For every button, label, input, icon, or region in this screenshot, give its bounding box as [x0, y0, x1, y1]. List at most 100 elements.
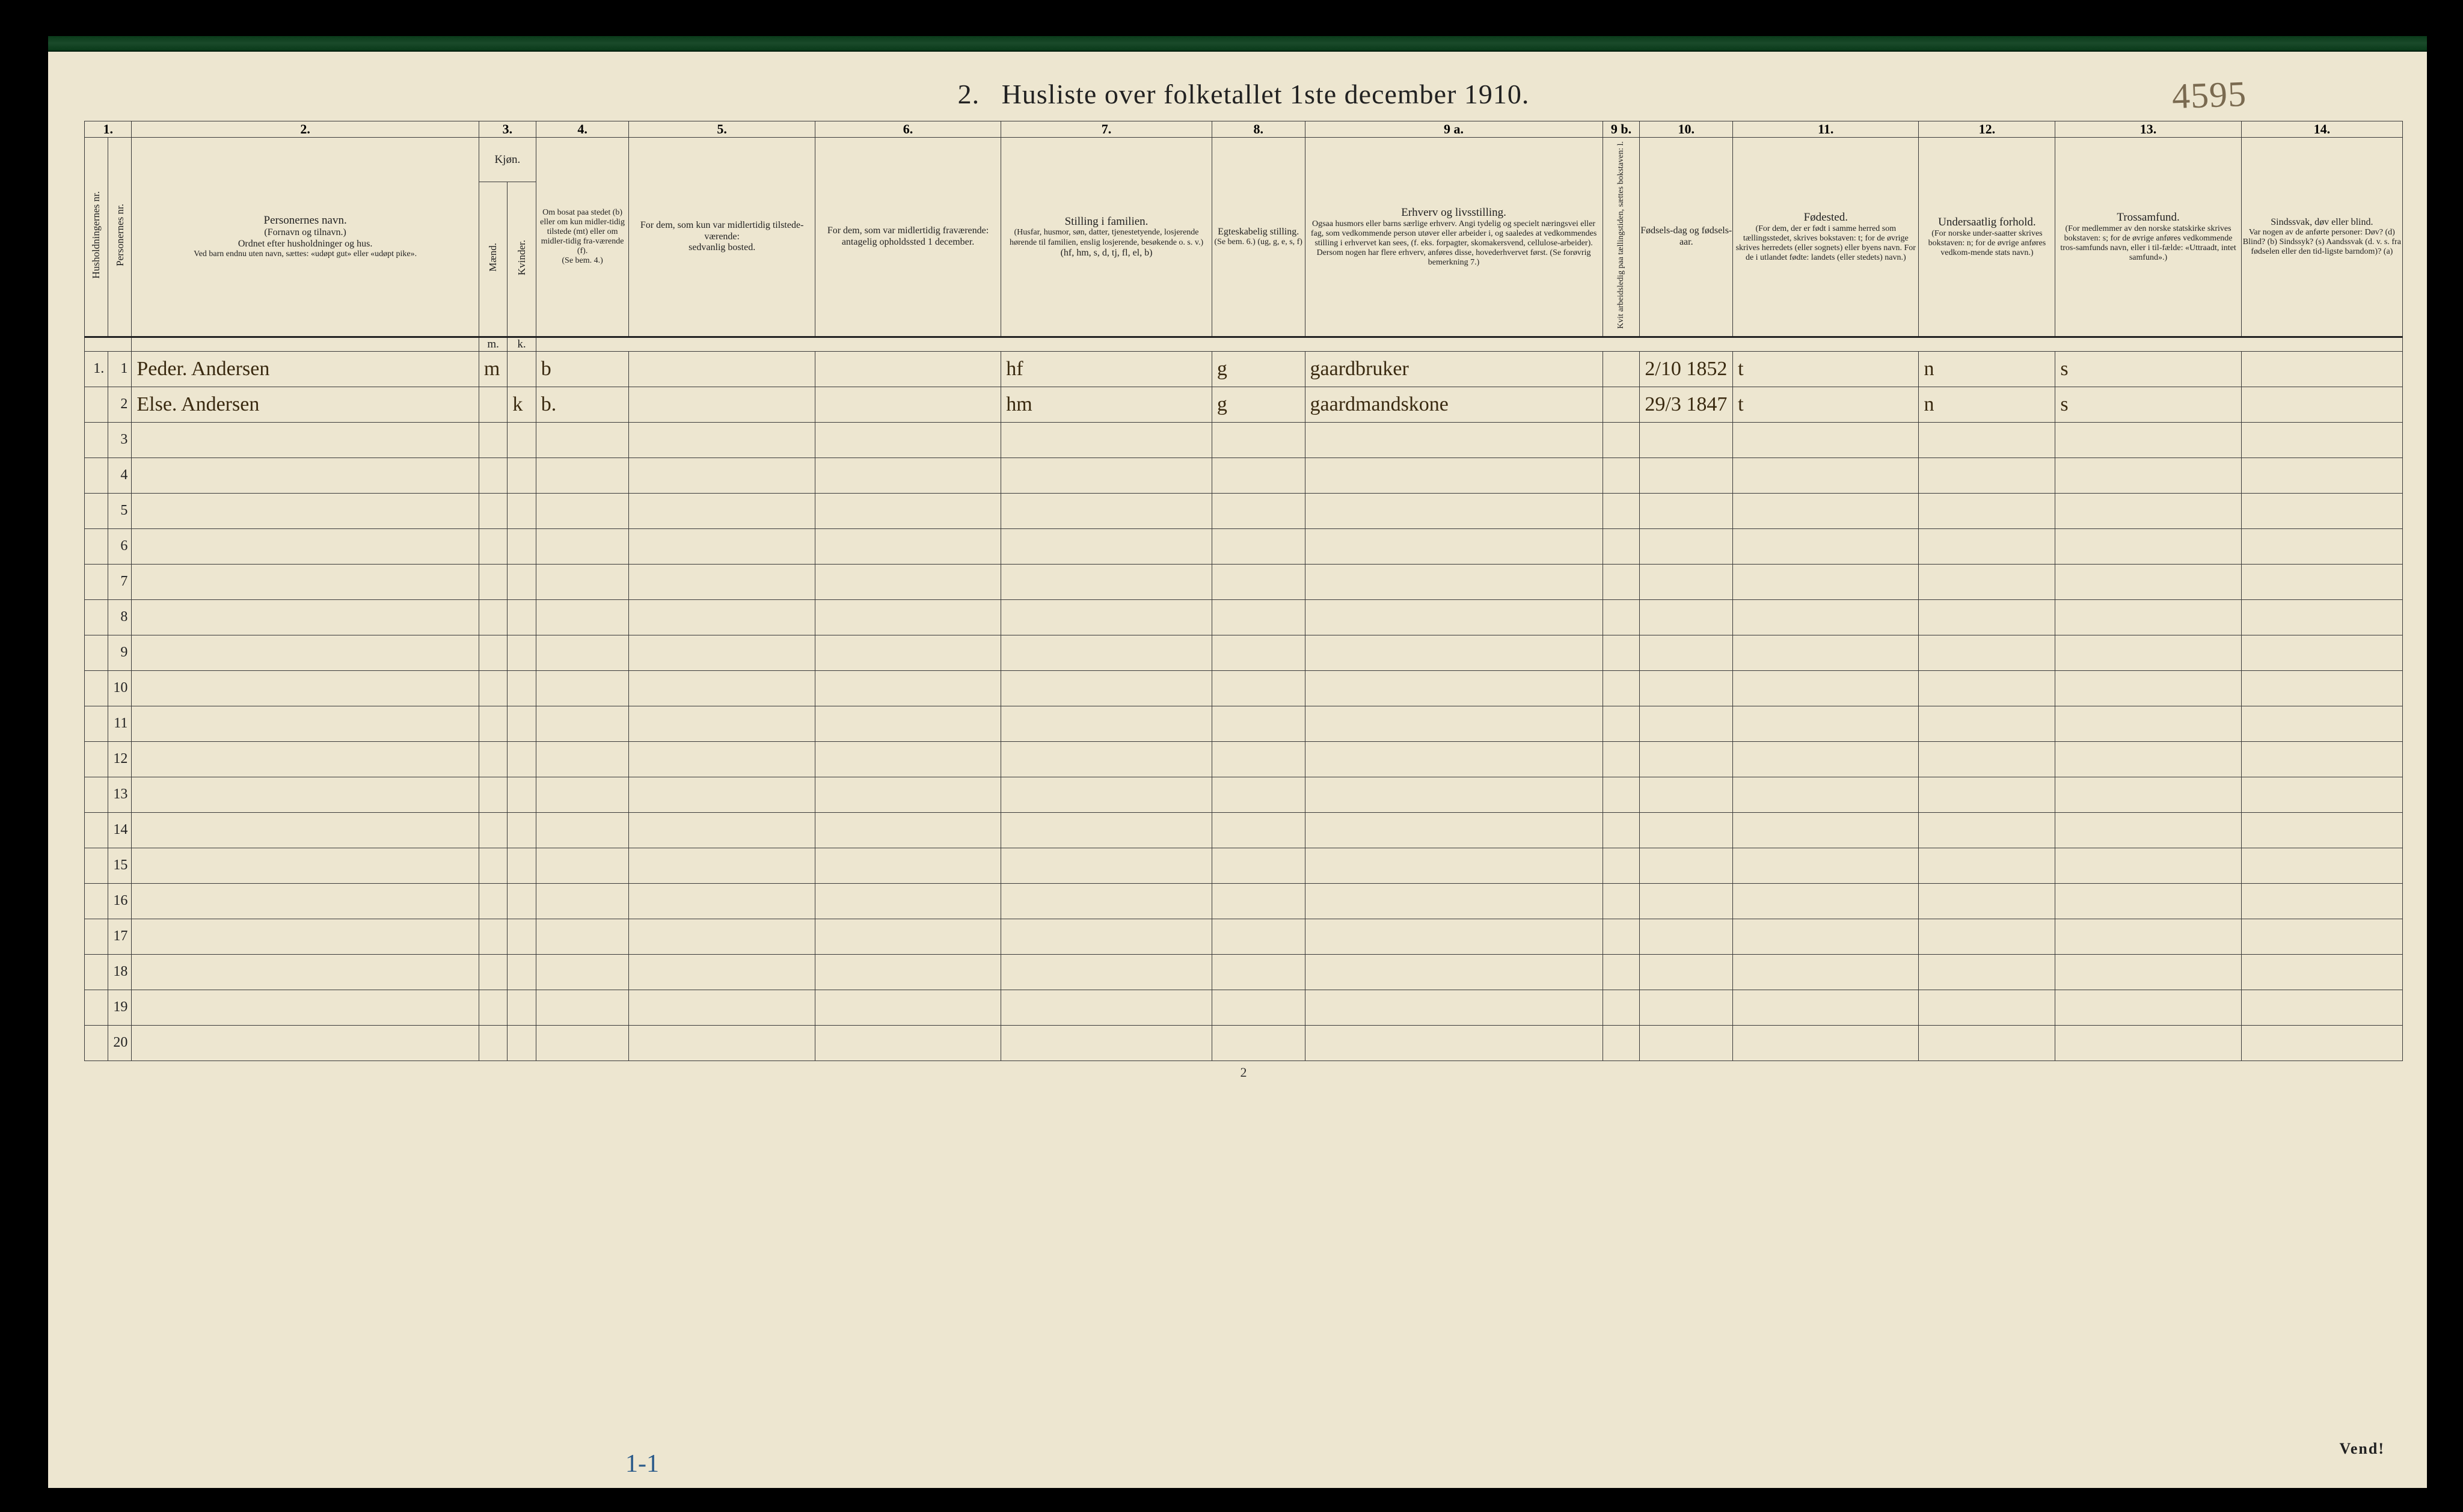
- empty-cell: [2055, 1025, 2241, 1061]
- empty-cell: [2241, 919, 2402, 954]
- table-row: 2Else. Andersenkb.hmggaardmandskone29/3 …: [85, 387, 2403, 422]
- hdr-household-nr: Husholdningernes nr.: [85, 138, 108, 337]
- empty-cell: [1001, 777, 1212, 812]
- empty-cell: [536, 422, 629, 458]
- empty-cell: [85, 635, 108, 670]
- cell-unemployed: [1603, 351, 1640, 387]
- empty-cell: [132, 954, 479, 990]
- empty-cell: [1919, 990, 2055, 1025]
- empty-cell: [536, 670, 629, 706]
- cell-religion: s: [2055, 387, 2241, 422]
- empty-cell: [1640, 706, 1733, 741]
- empty-cell: [629, 954, 815, 990]
- empty-cell: [1305, 422, 1603, 458]
- empty-cell: [536, 706, 629, 741]
- empty-cell: [1919, 848, 2055, 883]
- empty-cell: 14: [108, 812, 132, 848]
- section-number: 2.: [958, 78, 980, 110]
- empty-cell: [1919, 883, 2055, 919]
- hdr-female: Kvinder.: [508, 182, 536, 337]
- empty-cell: 6: [108, 528, 132, 564]
- empty-cell: [536, 564, 629, 599]
- empty-cell: [479, 458, 507, 493]
- hdr-birthplace: Fødested. (For dem, der er født i samme …: [1733, 138, 1919, 337]
- empty-cell: [629, 706, 815, 741]
- empty-cell: [2241, 635, 2402, 670]
- empty-cell: [629, 919, 815, 954]
- empty-cell: [2055, 528, 2241, 564]
- cell-religion: s: [2055, 351, 2241, 387]
- empty-cell: [629, 1025, 815, 1061]
- empty-cell: [815, 564, 1001, 599]
- cell-sex-k: [508, 351, 536, 387]
- empty-cell: [1212, 564, 1305, 599]
- empty-cell: [1603, 777, 1640, 812]
- empty-cell: [2241, 812, 2402, 848]
- empty-cell: [2241, 458, 2402, 493]
- table-row: 10: [85, 670, 2403, 706]
- empty-cell: [85, 458, 108, 493]
- empty-cell: [1603, 883, 1640, 919]
- empty-cell: [1001, 919, 1212, 954]
- empty-cell: [1001, 812, 1212, 848]
- table-row: 17: [85, 919, 2403, 954]
- empty-cell: [479, 670, 507, 706]
- table-row: 14: [85, 812, 2403, 848]
- empty-cell: [508, 812, 536, 848]
- empty-cell: [479, 812, 507, 848]
- cell-disability: [2241, 387, 2402, 422]
- empty-cell: [479, 990, 507, 1025]
- empty-cell: [132, 848, 479, 883]
- empty-cell: [2241, 883, 2402, 919]
- table-row: 3: [85, 422, 2403, 458]
- empty-cell: [1603, 599, 1640, 635]
- hdr-disability: Sindssvak, døv eller blind. Var nogen av…: [2241, 138, 2402, 337]
- empty-cell: [2055, 458, 2241, 493]
- empty-cell: 3: [108, 422, 132, 458]
- empty-cell: [536, 528, 629, 564]
- empty-cell: [815, 670, 1001, 706]
- empty-cell: [1212, 706, 1305, 741]
- cell-birthplace: t: [1733, 387, 1919, 422]
- colnum-3: 3.: [479, 121, 536, 138]
- hdr-temp-absent: For dem, som var midlertidig fraværende:…: [815, 138, 1001, 337]
- table-row: 11: [85, 706, 2403, 741]
- empty-cell: 13: [108, 777, 132, 812]
- empty-cell: [1212, 954, 1305, 990]
- empty-cell: [1640, 919, 1733, 954]
- empty-cell: [1305, 599, 1603, 635]
- empty-cell: [1001, 990, 1212, 1025]
- empty-cell: [1640, 883, 1733, 919]
- empty-cell: [1733, 1025, 1919, 1061]
- empty-cell: [479, 741, 507, 777]
- empty-cell: [1305, 954, 1603, 990]
- empty-cell: [1001, 422, 1212, 458]
- empty-cell: [508, 777, 536, 812]
- empty-cell: [479, 422, 507, 458]
- empty-cell: [132, 599, 479, 635]
- empty-cell: [1305, 848, 1603, 883]
- colnum-7: 7.: [1001, 121, 1212, 138]
- page-number: 2: [84, 1065, 2403, 1080]
- empty-cell: [536, 635, 629, 670]
- empty-cell: [1603, 848, 1640, 883]
- empty-cell: [629, 812, 815, 848]
- empty-cell: 5: [108, 493, 132, 528]
- empty-cell: [508, 422, 536, 458]
- column-number-row: 1. 2. 3. 4. 5. 6. 7. 8. 9 a. 9 b. 10. 11…: [85, 121, 2403, 138]
- cell-temp-absent: [815, 387, 1001, 422]
- empty-cell: [132, 564, 479, 599]
- empty-cell: [1640, 528, 1733, 564]
- empty-cell: [1001, 1025, 1212, 1061]
- empty-cell: [815, 883, 1001, 919]
- empty-cell: [2055, 812, 2241, 848]
- empty-cell: 10: [108, 670, 132, 706]
- empty-cell: [479, 706, 507, 741]
- empty-cell: [2241, 954, 2402, 990]
- empty-cell: [132, 812, 479, 848]
- colnum-6: 6.: [815, 121, 1001, 138]
- table-row: 1.1Peder. Andersenmbhfggaardbruker2/10 1…: [85, 351, 2403, 387]
- cell-nationality: n: [1919, 351, 2055, 387]
- empty-cell: [1640, 812, 1733, 848]
- empty-cell: [536, 458, 629, 493]
